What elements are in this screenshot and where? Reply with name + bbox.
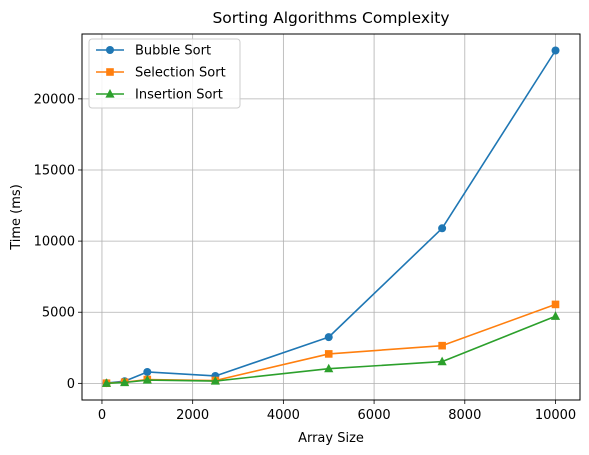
legend-item-insertion-sort: Insertion Sort: [96, 88, 223, 103]
data-point-selection-sort: [438, 341, 446, 350]
data-point-bubble-sort: [324, 333, 333, 342]
axis-ticks: 0 2000 4000 6000 8000 10000 0 5000 10000 15000 200…: [34, 92, 577, 423]
x-tick-label: 6000: [358, 408, 391, 423]
x-axis-title: Array Size: [298, 431, 364, 446]
data-point-bubble-sort: [551, 46, 560, 55]
data-point-selection-sort: [324, 350, 333, 358]
data-point-insertion-sort: [437, 356, 447, 366]
x-tick-label: 0: [98, 408, 106, 423]
data-point-insertion-sort: [142, 375, 152, 384]
legend-swatch-marker: [106, 68, 114, 76]
x-tick-label: 4000: [267, 408, 300, 423]
legend-swatch-marker: [105, 89, 115, 98]
y-tick-label: 20000: [34, 92, 75, 107]
legend-item-bubble-sort: Bubble Sort: [96, 44, 211, 59]
y-axis-title: Time (ms): [9, 184, 24, 251]
series-lines: [101, 46, 561, 388]
data-point-bubble-sort: [143, 367, 152, 376]
data-point-selection-sort: [551, 300, 560, 309]
x-tick-label: 10000: [535, 408, 576, 423]
data-point-insertion-sort: [550, 311, 561, 320]
legend-label: Selection Sort: [135, 66, 226, 81]
legend: Bubble Sort Selection Sort Insertion Sort: [88, 38, 241, 109]
legend-item-selection-sort: Selection Sort: [96, 66, 226, 81]
legend-box: [88, 38, 241, 109]
data-point-insertion-sort: [210, 376, 220, 385]
data-point-insertion-sort: [101, 378, 112, 387]
y-tick-label: 15000: [34, 163, 75, 178]
legend-label: Insertion Sort: [135, 88, 223, 103]
data-point-bubble-sort: [438, 224, 447, 233]
data-point-insertion-sort: [120, 377, 130, 387]
x-tick-label: 8000: [448, 408, 481, 423]
plot-frame: [81, 33, 581, 401]
series-insertion-sort: [101, 311, 561, 387]
chart-title: Sorting Algorithms Complexity: [212, 9, 449, 27]
y-tick-label: 0: [67, 377, 75, 392]
legend-swatch-marker: [106, 46, 114, 54]
x-tick-label: 2000: [176, 408, 209, 423]
y-tick-label: 5000: [42, 306, 75, 321]
legend-label: Bubble Sort: [135, 44, 211, 59]
y-tick-label: 10000: [34, 235, 75, 250]
data-point-insertion-sort: [324, 363, 334, 373]
